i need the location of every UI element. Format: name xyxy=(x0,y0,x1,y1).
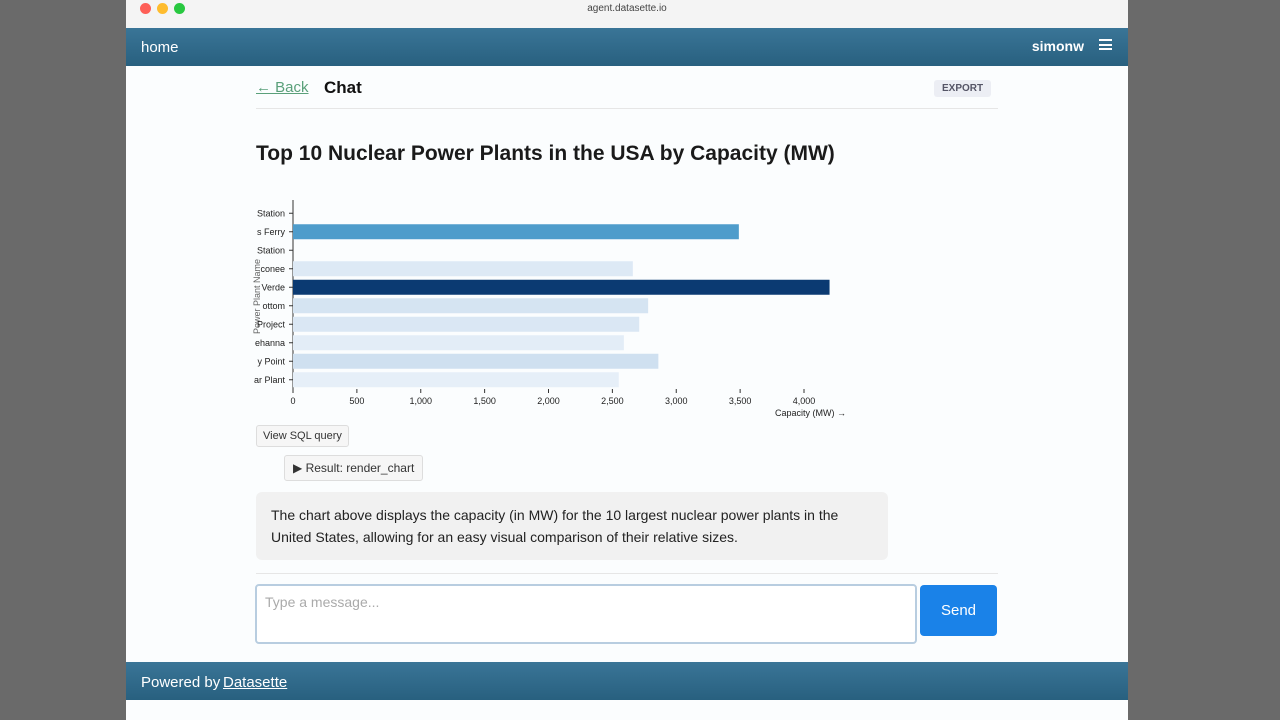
bar xyxy=(293,335,624,351)
bar xyxy=(293,298,649,314)
result-toggle[interactable]: ▶ Result: render_chart xyxy=(284,455,424,481)
x-tick-label: 3,000 xyxy=(665,396,688,406)
user[interactable]: simonw xyxy=(1031,38,1084,54)
y-tick-label: Project xyxy=(257,319,286,329)
y-tick-label: Verde xyxy=(261,282,285,292)
y-tick-label: Station xyxy=(257,208,285,218)
home-link[interactable]: home xyxy=(141,39,179,56)
bar xyxy=(293,261,633,277)
menu-icon[interactable] xyxy=(1099,39,1112,50)
x-tick-label: 1,000 xyxy=(409,396,432,406)
bar xyxy=(293,279,830,295)
y-tick-label: ar Plant xyxy=(254,375,286,385)
browser-window: agent.datasette.io home simonw ← Back Ch… xyxy=(126,0,1128,720)
footer: Powered by Datasette xyxy=(126,662,1128,700)
x-tick-label: 0 xyxy=(290,396,295,406)
sql-button[interactable]: View SQL query xyxy=(256,425,349,447)
bar xyxy=(293,316,640,332)
minimize[interactable] xyxy=(157,3,168,14)
browser-toolbar: agent.datasette.io xyxy=(126,0,1128,29)
send-button[interactable]: Send xyxy=(920,585,997,636)
chart-title: Top 10 Nuclear Power Plants in the USA b… xyxy=(256,142,835,165)
x-tick-label: 2,000 xyxy=(537,396,560,406)
x-tick-label: 4,000 xyxy=(793,396,816,406)
close[interactable] xyxy=(140,3,151,14)
message-input[interactable]: Type a message... xyxy=(255,584,917,644)
y-tick-label: ehanna xyxy=(255,338,285,348)
bar xyxy=(293,224,739,240)
url[interactable]: agent.datasette.io xyxy=(587,3,667,14)
divider xyxy=(256,573,998,574)
chart: 0 500 1,000 1,500 2,000 2,500 3,000 3,500 4,000 C… xyxy=(252,200,846,418)
assistant-message: The chart above displays the capacity (i… xyxy=(256,492,888,560)
chat-title: Chat xyxy=(324,78,362,97)
y-axis-label: Power Plant Name xyxy=(252,259,262,334)
back-link[interactable]: ← Back xyxy=(256,79,309,96)
x-tick-label: 1,500 xyxy=(473,396,496,406)
divider xyxy=(256,108,998,109)
export-button[interactable]: EXPORT xyxy=(934,80,992,97)
x-tick-label: 500 xyxy=(349,396,364,406)
y-tick-label: s Ferry xyxy=(257,227,285,237)
y-tick-label: Station xyxy=(257,245,285,255)
footer-link[interactable]: Datasette xyxy=(223,674,288,691)
y-tick-label: y Point xyxy=(257,356,285,366)
bar xyxy=(293,353,659,369)
x-tick-label: 3,500 xyxy=(729,396,752,406)
footer-text: Powered by xyxy=(141,674,221,691)
y-tick-label: conee xyxy=(260,264,285,274)
zoom[interactable] xyxy=(174,3,185,14)
x-axis-label: Capacity (MW) → xyxy=(775,408,846,418)
header: home simonw xyxy=(126,28,1128,66)
bar xyxy=(293,372,619,388)
y-tick-label: ottom xyxy=(262,301,285,311)
x-tick-label: 2,500 xyxy=(601,396,624,406)
